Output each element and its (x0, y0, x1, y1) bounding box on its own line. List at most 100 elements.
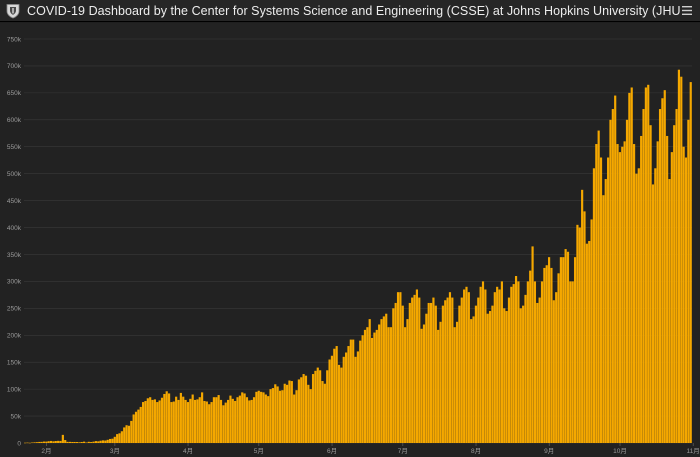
daily-case-bar[interactable] (215, 397, 218, 443)
daily-case-bar[interactable] (552, 300, 555, 443)
daily-case-bar[interactable] (437, 329, 440, 443)
daily-case-bar[interactable] (569, 281, 572, 443)
daily-case-bar[interactable] (116, 434, 119, 443)
daily-case-bar[interactable] (212, 397, 215, 443)
daily-case-bar[interactable] (295, 390, 298, 443)
daily-case-bar[interactable] (644, 87, 647, 443)
daily-case-bar[interactable] (326, 370, 329, 443)
daily-case-bar[interactable] (342, 356, 345, 443)
daily-case-bar[interactable] (94, 441, 97, 443)
daily-case-bar[interactable] (307, 384, 310, 443)
daily-case-bar[interactable] (522, 305, 525, 443)
daily-case-bar[interactable] (208, 404, 211, 443)
daily-case-bar[interactable] (441, 305, 444, 443)
daily-case-bar[interactable] (146, 398, 149, 443)
daily-case-bar[interactable] (581, 189, 584, 443)
daily-case-bar[interactable] (42, 441, 46, 443)
daily-case-bar[interactable] (142, 402, 145, 443)
daily-case-bar[interactable] (543, 267, 546, 443)
daily-case-bar[interactable] (382, 316, 385, 443)
daily-case-bar[interactable] (304, 375, 308, 443)
daily-case-bar[interactable] (281, 390, 284, 443)
daily-case-bar[interactable] (54, 441, 57, 443)
daily-case-bar[interactable] (267, 396, 270, 443)
daily-case-bar[interactable] (210, 402, 213, 443)
daily-case-bar[interactable] (571, 281, 574, 443)
daily-case-bar[interactable] (576, 224, 579, 443)
daily-case-bar[interactable] (193, 399, 197, 443)
daily-case-bar[interactable] (458, 305, 461, 443)
daily-case-bar[interactable] (59, 440, 62, 443)
daily-case-bar[interactable] (548, 257, 551, 443)
daily-case-bar[interactable] (432, 297, 435, 443)
daily-case-bar[interactable] (283, 383, 286, 443)
daily-case-bar[interactable] (583, 211, 586, 443)
daily-case-bar[interactable] (486, 313, 489, 443)
daily-case-bar[interactable] (533, 281, 537, 443)
daily-case-bar[interactable] (68, 441, 72, 443)
daily-case-bar[interactable] (628, 92, 631, 444)
daily-case-bar[interactable] (378, 324, 381, 443)
daily-case-bar[interactable] (83, 441, 86, 443)
daily-case-bar[interactable] (670, 152, 673, 443)
daily-case-bar[interactable] (33, 442, 36, 443)
daily-case-bar[interactable] (446, 297, 449, 443)
daily-case-bar[interactable] (302, 374, 305, 443)
daily-case-bar[interactable] (163, 393, 166, 443)
daily-case-bar[interactable] (455, 321, 459, 443)
daily-case-bar[interactable] (153, 399, 156, 443)
daily-case-bar[interactable] (366, 327, 369, 443)
daily-case-bar[interactable] (363, 329, 367, 443)
daily-case-bar[interactable] (26, 442, 29, 444)
daily-case-bar[interactable] (489, 311, 492, 443)
daily-case-bar[interactable] (512, 284, 515, 443)
daily-case-bar[interactable] (566, 251, 570, 443)
daily-case-bar[interactable] (35, 442, 38, 443)
daily-case-bar[interactable] (286, 384, 289, 443)
daily-case-bar[interactable] (592, 168, 596, 443)
daily-case-bar[interactable] (467, 292, 470, 443)
daily-case-bar[interactable] (120, 431, 123, 443)
daily-case-bar[interactable] (460, 297, 463, 443)
daily-case-bar[interactable] (479, 286, 482, 443)
daily-case-bar[interactable] (526, 281, 529, 443)
daily-case-bar[interactable] (175, 396, 178, 443)
daily-case-bar[interactable] (165, 391, 168, 443)
daily-case-bar[interactable] (255, 391, 258, 443)
daily-case-bar[interactable] (663, 90, 666, 444)
daily-case-bar[interactable] (78, 442, 81, 443)
daily-case-bar[interactable] (73, 441, 76, 443)
daily-case-bar[interactable] (330, 355, 334, 443)
daily-case-bar[interactable] (611, 109, 614, 443)
daily-case-bar[interactable] (137, 409, 140, 443)
daily-case-bar[interactable] (144, 400, 147, 443)
daily-case-bar[interactable] (40, 441, 43, 443)
daily-case-bar[interactable] (557, 273, 560, 443)
daily-case-bar[interactable] (47, 441, 50, 443)
daily-case-bar[interactable] (632, 144, 636, 443)
daily-case-bar[interactable] (203, 400, 206, 443)
daily-case-bar[interactable] (463, 289, 466, 443)
daily-case-bar[interactable] (413, 294, 416, 443)
daily-case-bar[interactable] (448, 292, 452, 443)
daily-case-bar[interactable] (238, 395, 241, 443)
daily-case-bar[interactable] (87, 441, 90, 443)
daily-case-bar[interactable] (264, 394, 267, 443)
daily-case-bar[interactable] (156, 402, 159, 443)
daily-case-bar[interactable] (465, 286, 468, 443)
daily-case-bar[interactable] (427, 302, 430, 443)
daily-case-bar[interactable] (536, 302, 539, 443)
daily-case-bar[interactable] (491, 305, 494, 443)
daily-case-bar[interactable] (529, 270, 532, 443)
daily-case-bar[interactable] (420, 328, 423, 443)
daily-case-bar[interactable] (408, 302, 411, 443)
daily-case-bar[interactable] (453, 327, 456, 443)
daily-case-bar[interactable] (394, 302, 397, 443)
daily-case-bar[interactable] (24, 442, 27, 444)
daily-case-bar[interactable] (241, 392, 244, 443)
daily-case-bar[interactable] (139, 406, 142, 443)
daily-case-bar[interactable] (149, 397, 152, 443)
daily-case-bar[interactable] (507, 297, 511, 443)
daily-case-bar[interactable] (278, 390, 282, 443)
daily-case-bar[interactable] (257, 390, 260, 443)
